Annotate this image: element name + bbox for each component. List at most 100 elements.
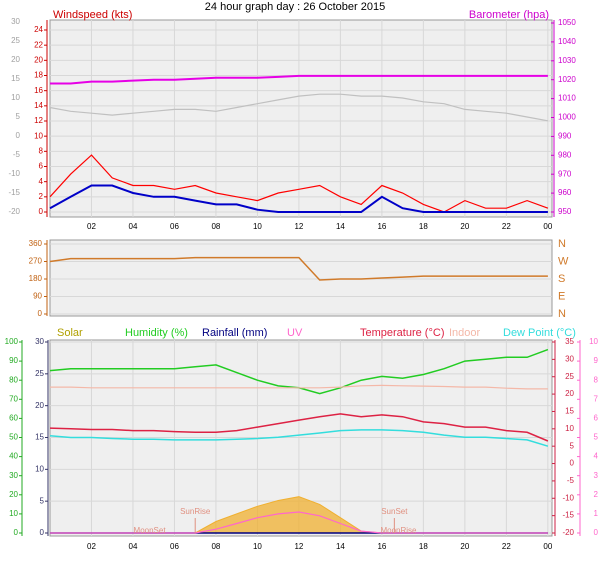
y-tick-label: N [558,238,566,250]
y-tick-label: 10 [565,424,574,433]
y-tick-label: 25 [35,369,44,378]
y-tick-label: 5 [570,441,575,450]
series-line [50,511,548,534]
y-tick-label: 8 [39,146,44,155]
x-tick-label: 14 [336,222,345,231]
plot-area [49,19,553,218]
x-tick-label: 12 [294,542,303,551]
y-tick-label: -15 [562,511,574,520]
x-tick-label: 02 [87,222,96,231]
x-tick-label: 22 [502,542,511,551]
annotation: MoonRise [380,526,417,535]
y-tick-label: 6 [39,162,44,171]
y-tick-label: 30 [11,17,20,26]
y-tick-label: 16 [34,86,43,95]
y-tick-label: 2 [594,490,599,499]
y-tick-label: N [558,308,566,320]
y-tick-label: 10 [9,509,18,518]
y-tick-label: 990 [558,132,572,141]
y-tick-label: 22 [34,40,43,49]
x-tick-label: 02 [87,542,96,551]
y-tick-label: 270 [29,257,43,266]
y-tick-label: 18 [34,71,43,80]
y-tick-label: 8 [594,375,599,384]
y-tick-label: 25 [11,36,20,45]
y-tick-label: -5 [567,476,575,485]
x-tick-label: 16 [377,542,386,551]
y-tick-label: 0 [38,309,43,318]
x-tick-label: 20 [460,542,469,551]
y-tick-label: 30 [9,471,18,480]
legend-label: UV [287,327,303,339]
series-line [49,154,549,213]
y-tick-label: -10 [562,493,574,502]
y-tick-label: 60 [9,414,18,423]
y-tick-label: 0 [16,131,21,140]
y-tick-label: 5 [40,496,45,505]
y-tick-label: 2 [39,192,44,201]
series-line [49,429,549,447]
x-tick-label: 18 [419,222,428,231]
y-tick-label: 20 [565,389,574,398]
legend-label: Temperature (°C) [360,327,444,339]
y-tick-label: 1000 [558,113,576,122]
x-tick-label: 14 [336,542,345,551]
series-line [49,413,549,442]
legend-label: Solar [57,327,83,339]
y-tick-label: 1020 [558,75,576,84]
y-tick-label: 35 [565,337,574,346]
y-tick-label: 14 [34,101,43,110]
y-tick-label: 1030 [558,56,576,65]
y-tick-label: S [558,273,565,285]
y-tick-label: 10 [34,131,43,140]
y-tick-label: 3 [594,471,599,480]
x-tick-label: 12 [294,222,303,231]
y-tick-label: 0 [570,459,575,468]
y-tick-label: 1050 [558,18,576,27]
y-tick-label: -15 [8,188,20,197]
x-tick-label: 06 [170,222,179,231]
annotation: SunRise [180,507,211,516]
annotation: SunSet [381,507,408,516]
y-tick-label: 25 [565,372,574,381]
y-tick-label: 50 [9,433,18,442]
annotation: MoonSet [134,526,167,535]
y-tick-label: 90 [33,292,42,301]
y-tick-label: 6 [594,414,599,423]
y-tick-label: -10 [8,169,20,178]
axis-title: Barometer (hpa) [469,9,549,21]
y-tick-label: -5 [13,150,21,159]
legend-label: Rainfall (mm) [202,327,267,339]
series-line [50,74,548,85]
x-tick-label: 08 [211,542,220,551]
y-tick-label: 960 [558,188,572,197]
y-tick-label: 10 [35,464,44,473]
y-tick-label: 180 [29,274,43,283]
y-tick-label: 0 [14,528,19,537]
y-tick-label: 20 [35,401,44,410]
x-tick-label: 22 [502,222,511,231]
y-tick-label: 30 [35,337,44,346]
y-tick-label: 100 [5,337,19,346]
y-tick-label: 20 [9,490,18,499]
y-tick-label: 1 [594,509,599,518]
y-tick-label: 10 [589,337,598,346]
x-tick-label: 04 [129,222,138,231]
x-tick-label: 08 [211,222,220,231]
series-line [49,93,549,122]
y-tick-label: 20 [34,55,43,64]
series-line [50,384,548,390]
y-tick-label: 0 [40,528,45,537]
y-tick-label: 360 [29,239,43,248]
x-tick-label: 16 [377,222,386,231]
y-tick-label: 980 [558,150,572,159]
x-tick-label: 10 [253,222,262,231]
y-tick-label: 950 [558,207,572,216]
y-tick-label: 40 [9,452,18,461]
y-tick-label: 0 [594,528,599,537]
y-tick-label: 15 [11,74,20,83]
x-tick-label: 00 [543,542,552,551]
legend-label: Indoor [449,327,481,339]
x-tick-label: 20 [460,222,469,231]
